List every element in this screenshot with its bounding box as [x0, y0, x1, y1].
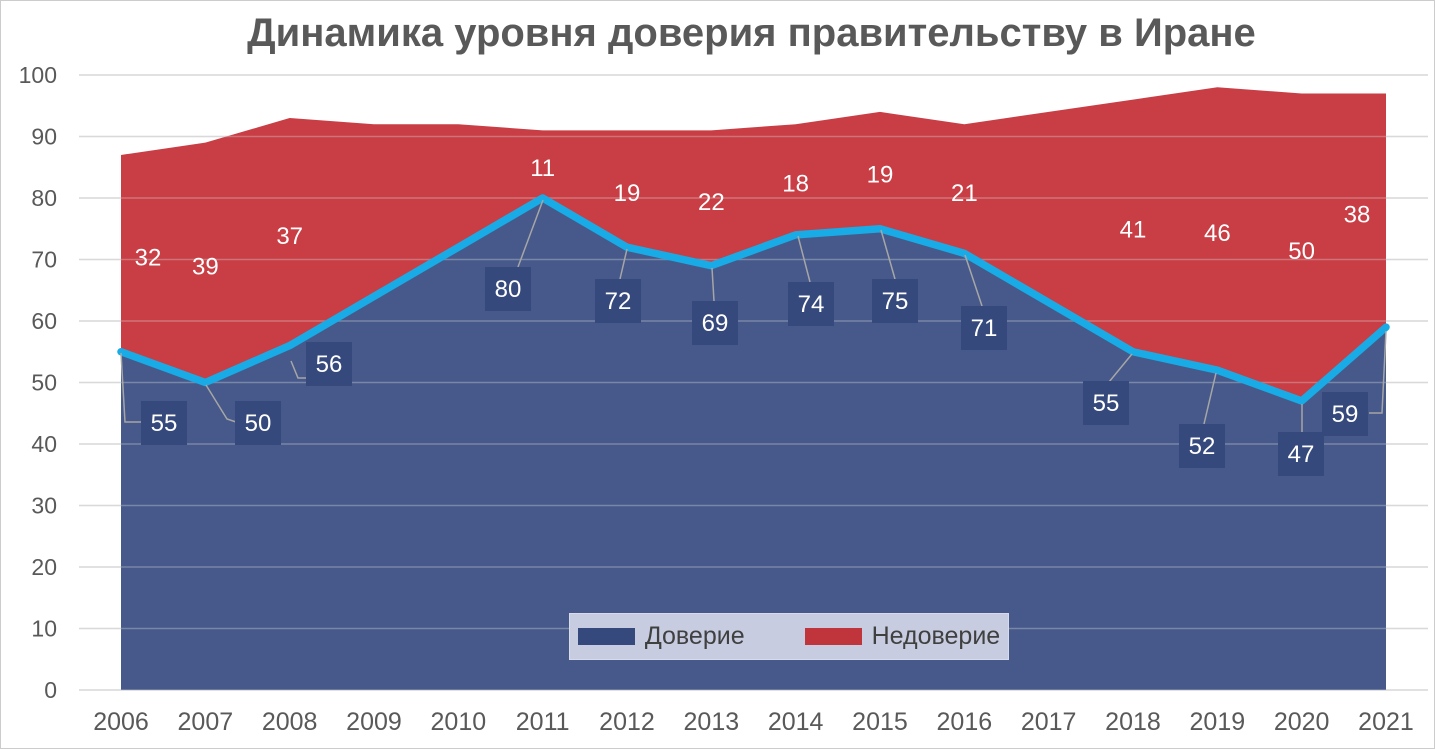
- distrust-data-label: 38: [1344, 201, 1371, 228]
- trust-label-box: [1278, 432, 1324, 476]
- y-tick-label: 40: [31, 431, 57, 457]
- legend-item-trust[interactable]: Доверие: [577, 622, 745, 650]
- x-tick-label: 2014: [768, 708, 824, 736]
- distrust-data-label: 32: [135, 244, 162, 271]
- distrust-data-label: 41: [1120, 217, 1147, 244]
- distrust-legend-label: Недоверие: [871, 622, 1001, 650]
- trust-label-box: [485, 267, 531, 311]
- x-tick-label: 2017: [1021, 708, 1077, 736]
- trust-data-label: 47: [1288, 441, 1315, 468]
- distrust-data-label: 21: [951, 180, 978, 207]
- trust-label-box: [235, 401, 281, 445]
- x-tick-label: 2007: [178, 708, 234, 736]
- y-tick-label: 70: [31, 247, 57, 273]
- area-series: [121, 87, 1386, 690]
- distrust-data-label: 19: [614, 180, 641, 207]
- distrust-data-label: 37: [276, 223, 303, 250]
- trust-data-label: 55: [151, 410, 178, 437]
- x-axis-labels: 2006 2007 2008 2009 2010 2011 2012 2013 2014 2015…: [93, 708, 1414, 736]
- y-tick-label: 10: [31, 616, 57, 642]
- trust-data-label: 69: [702, 310, 729, 337]
- legend-item-distrust[interactable]: Недоверие: [804, 622, 1001, 650]
- x-tick-label: 2018: [1105, 708, 1161, 736]
- distrust-data-label: 39: [192, 254, 219, 281]
- y-tick-label: 60: [31, 308, 57, 334]
- x-tick-label: 2009: [346, 708, 402, 736]
- trust-label-box: [1179, 424, 1225, 468]
- x-tick-label: 2006: [93, 708, 149, 736]
- distrust-legend-swatch: [804, 628, 862, 645]
- trust-line-group: [117, 194, 1390, 405]
- x-tick-label: 2015: [852, 708, 908, 736]
- trust-data-label: 71: [971, 315, 998, 342]
- trust-data-label: 72: [605, 288, 632, 315]
- trust-label-box: [872, 279, 918, 323]
- x-tick-label: 2016: [937, 708, 993, 736]
- x-tick-label: 2010: [431, 708, 487, 736]
- trust-data-label: 55: [1093, 390, 1120, 417]
- legend: Доверие Недоверие: [569, 613, 1009, 660]
- y-tick-label: 50: [31, 370, 57, 396]
- trust-label-box: [961, 306, 1007, 350]
- trust-line: [117, 194, 1390, 405]
- trust-data-label: 80: [495, 276, 522, 303]
- x-tick-label: 2021: [1358, 708, 1414, 736]
- distrust-data-label: 50: [1288, 238, 1315, 265]
- trust-label-box: [1322, 392, 1368, 436]
- trust-area: [121, 198, 1386, 690]
- distrust-data-label: 19: [867, 161, 894, 188]
- x-tick-label: 2013: [684, 708, 740, 736]
- x-tick-label: 2012: [599, 708, 655, 736]
- x-tick-label: 2011: [516, 708, 570, 736]
- leader-lines: [120, 199, 1387, 432]
- trust-data-label: 74: [798, 291, 825, 318]
- x-tick-label: 2020: [1274, 708, 1330, 736]
- trust-label-box: [1083, 381, 1129, 425]
- distrust-data-label: 46: [1204, 220, 1231, 247]
- trust-data-labels: 55 50 56 80 72 69 74 75 71 55 52 47 59: [141, 267, 1368, 476]
- y-tick-label: 100: [19, 62, 57, 88]
- y-tick-label: 90: [31, 124, 57, 150]
- x-tick-label: 2008: [262, 708, 318, 736]
- distrust-data-label: 18: [782, 171, 809, 198]
- trust-label-box: [595, 279, 641, 323]
- distrust-data-label: 11: [530, 155, 555, 182]
- trust-legend-swatch: [577, 628, 635, 645]
- trust-data-label: 50: [245, 410, 272, 437]
- y-tick-label: 0: [44, 677, 57, 703]
- distrust-data-label: 22: [698, 189, 725, 216]
- x-tick-label: 2019: [1190, 708, 1246, 736]
- distrust-data-labels: 32 39 37 11 19 22 18 19 21 41 46 50 38: [135, 155, 1371, 280]
- trust-legend-label: Доверие: [644, 622, 745, 650]
- trust-label-box: [306, 342, 352, 386]
- y-tick-label: 30: [31, 493, 57, 519]
- trust-data-label: 59: [1332, 401, 1359, 428]
- y-axis-labels: 0 10 20 30 40 50 60 70 80 90 100: [19, 62, 57, 703]
- trust-data-label: 52: [1189, 433, 1216, 460]
- trust-data-label: 75: [882, 288, 909, 315]
- trust-data-label: 56: [316, 351, 343, 378]
- chart-title: Динамика уровня доверия правительству в …: [247, 11, 1256, 55]
- distrust-area: [121, 87, 1386, 401]
- y-tick-label: 80: [31, 185, 57, 211]
- y-tick-label: 20: [31, 554, 57, 580]
- trust-label-box: [141, 401, 187, 445]
- trust-label-box: [692, 301, 738, 345]
- trust-label-box: [788, 282, 834, 326]
